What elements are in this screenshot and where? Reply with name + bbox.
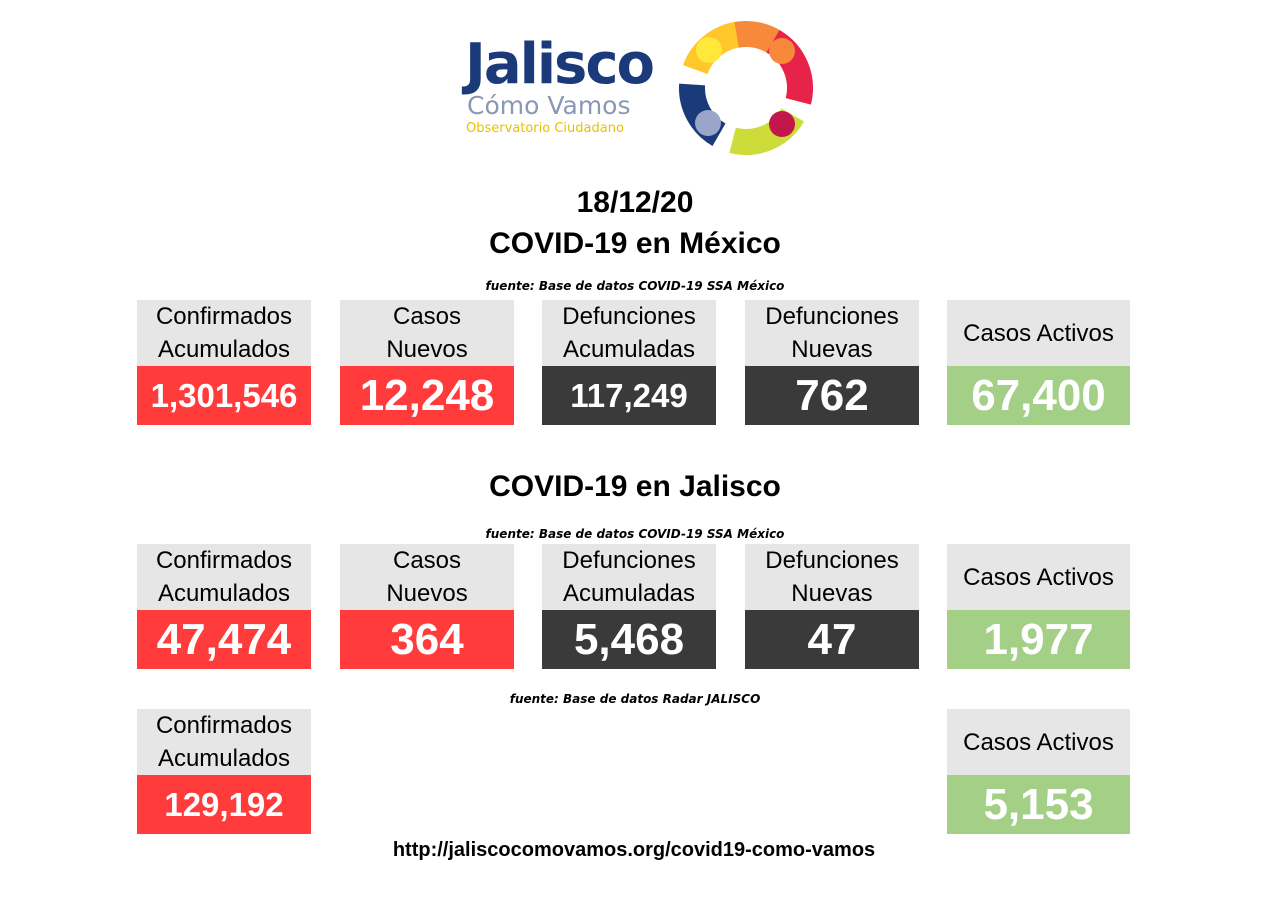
- radar-source: fuente: Base de datos Radar JALISCO: [509, 692, 761, 706]
- card-label: Confirmados Acumulados: [137, 544, 311, 610]
- mexico-active-card: Casos Activos 67,400: [947, 300, 1130, 425]
- jalisco-active-card: Casos Activos 1,977: [947, 544, 1130, 669]
- card-value: 762: [745, 366, 919, 425]
- logo-tagline: Observatorio Ciudadano: [466, 121, 624, 136]
- logo-subtitle: Cómo Vamos: [467, 91, 631, 120]
- card-value: 1,977: [947, 610, 1130, 669]
- card-label: Casos Activos: [947, 300, 1130, 366]
- jalisco-new-cases-card: Casos Nuevos 364: [340, 544, 514, 669]
- mexico-source: fuente: Base de datos COVID-19 SSA Méxic…: [485, 279, 785, 293]
- card-label: Casos Activos: [947, 544, 1130, 610]
- logo-brand: Jalisco: [465, 32, 655, 97]
- card-value: 129,192: [137, 775, 311, 834]
- jalisco-source: fuente: Base de datos COVID-19 SSA Méxic…: [485, 527, 785, 541]
- card-label: Defunciones Nuevas: [745, 300, 919, 366]
- card-value: 47: [745, 610, 919, 669]
- radar-active-card: Casos Activos 5,153: [947, 709, 1130, 834]
- card-value: 12,248: [340, 366, 514, 425]
- mexico-deaths-card: Defunciones Acumuladas 117,249: [542, 300, 716, 425]
- card-value: 5,468: [542, 610, 716, 669]
- card-value: 5,153: [947, 775, 1130, 834]
- logo-ring-icon: [679, 21, 813, 155]
- card-label: Casos Nuevos: [340, 544, 514, 610]
- mexico-confirmed-card: Confirmados Acumulados 1,301,546: [137, 300, 311, 425]
- card-value: 117,249: [542, 366, 716, 425]
- jalisco-deaths-card: Defunciones Acumuladas 5,468: [542, 544, 716, 669]
- card-label: Casos Activos: [947, 709, 1130, 775]
- mexico-title: COVID-19 en México: [489, 227, 781, 260]
- card-label: Defunciones Acumuladas: [542, 544, 716, 610]
- card-value: 67,400: [947, 366, 1130, 425]
- card-label: Casos Nuevos: [340, 300, 514, 366]
- radar-confirmed-card: Confirmados Acumulados 129,192: [137, 709, 311, 834]
- report-date: 18/12/20: [576, 186, 694, 219]
- card-value: 47,474: [137, 610, 311, 669]
- jalisco-title: COVID-19 en Jalisco: [489, 470, 781, 503]
- card-label: Confirmados Acumulados: [137, 709, 311, 775]
- jalisco-new-deaths-card: Defunciones Nuevas 47: [745, 544, 919, 669]
- footer-url-link[interactable]: http://jaliscocomovamos.org/covid19-como…: [392, 839, 876, 861]
- card-label: Defunciones Nuevas: [745, 544, 919, 610]
- mexico-new-cases-card: Casos Nuevos 12,248: [340, 300, 514, 425]
- card-label: Defunciones Acumuladas: [542, 300, 716, 366]
- card-value: 364: [340, 610, 514, 669]
- card-value: 1,301,546: [137, 366, 311, 425]
- jalisco-confirmed-card: Confirmados Acumulados 47,474: [137, 544, 311, 669]
- mexico-new-deaths-card: Defunciones Nuevas 762: [745, 300, 919, 425]
- card-label: Confirmados Acumulados: [137, 300, 311, 366]
